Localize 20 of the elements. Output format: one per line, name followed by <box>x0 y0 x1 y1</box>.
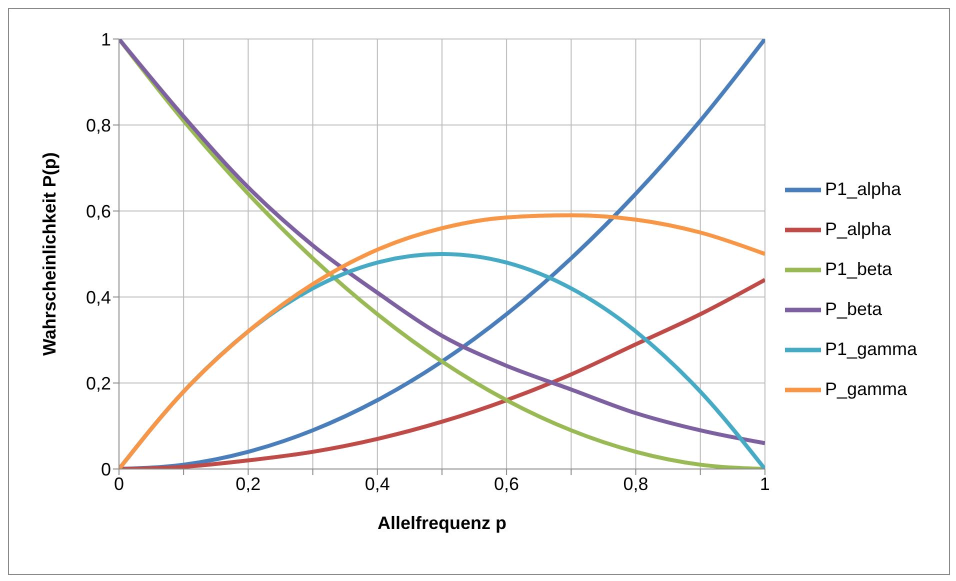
y-tick-label: 0,8 <box>86 115 111 136</box>
x-tick-label: 0,2 <box>236 474 261 494</box>
y-axis-title: Wahrscheinlichkeit P(p) <box>39 152 60 356</box>
y-tick-label: 1 <box>100 29 111 50</box>
legend-label: P1_gamma <box>824 339 917 359</box>
y-tick-label: 0,6 <box>86 201 111 222</box>
x-tick-label: 0 <box>114 474 124 494</box>
x-tick-label: 0,4 <box>364 474 390 494</box>
y-tick-label: 0 <box>100 459 111 480</box>
legend-label: P_alpha <box>824 219 891 239</box>
y-tick-label: 0,4 <box>86 287 111 308</box>
legend-label: P_beta <box>824 299 882 319</box>
x-tick-label: 1 <box>760 474 770 494</box>
y-tick-label: 0,2 <box>86 373 111 394</box>
legend-label: P1_alpha <box>824 179 902 199</box>
x-axis-title: Allelfrequenz p <box>377 513 506 533</box>
legend-label: P1_beta <box>824 259 892 279</box>
x-tick-label: 0,6 <box>494 474 520 494</box>
x-tick-label: 0,8 <box>623 474 648 494</box>
legend-label: P_gamma <box>824 379 907 399</box>
